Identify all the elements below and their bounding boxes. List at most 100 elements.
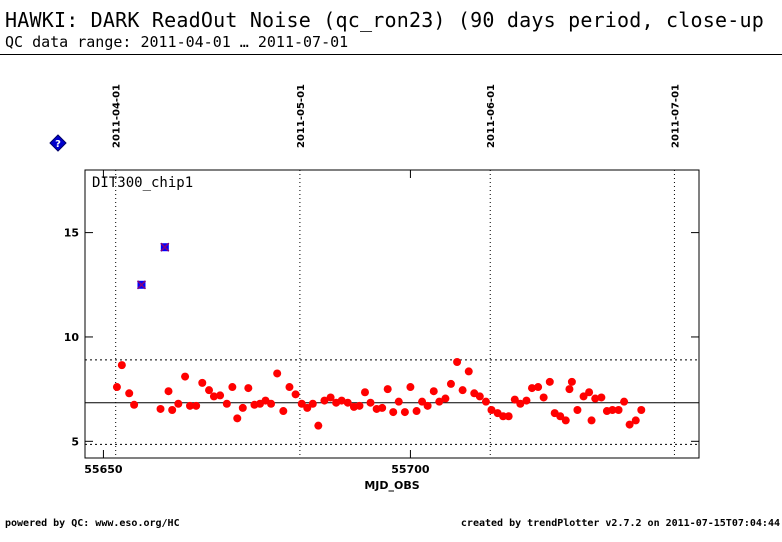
data-point (279, 407, 288, 416)
plot-frame (84, 169, 700, 459)
data-point (591, 394, 600, 403)
outlier-point (160, 242, 170, 252)
data-point (587, 416, 596, 425)
data-point (429, 387, 438, 396)
y-tick-label: 5 (71, 435, 79, 448)
data-point (174, 399, 183, 408)
data-point (585, 388, 594, 397)
data-point (527, 384, 536, 393)
data-point (181, 372, 190, 381)
data-point (308, 399, 317, 408)
data-point (164, 387, 173, 396)
data-point (637, 406, 646, 414)
x-tick-label: 55700 (391, 463, 430, 476)
data-point (614, 406, 623, 414)
data-point (394, 397, 403, 406)
data-point (285, 383, 294, 392)
data-points (112, 242, 646, 430)
data-point (423, 401, 432, 410)
data-point (130, 400, 139, 409)
data-point (360, 388, 369, 397)
data-point (156, 404, 165, 413)
data-point (453, 358, 462, 366)
data-point (534, 383, 543, 392)
data-point (112, 383, 121, 392)
data-point (228, 383, 237, 392)
data-point (326, 393, 335, 402)
data-point (406, 383, 415, 392)
data-point (475, 392, 484, 401)
data-point (625, 420, 634, 429)
data-point (303, 403, 312, 412)
data-point (355, 401, 364, 410)
data-point (291, 390, 300, 399)
data-point (320, 396, 329, 405)
data-point (192, 401, 201, 410)
help-icon[interactable]: ? (49, 134, 67, 152)
data-point (516, 399, 525, 408)
data-point (125, 389, 134, 398)
data-point (565, 385, 574, 394)
data-point (435, 397, 444, 406)
data-point (297, 399, 306, 408)
x-tick-label: 55650 (84, 463, 123, 476)
data-point (383, 385, 392, 394)
data-point (481, 397, 490, 406)
data-point (343, 398, 352, 407)
data-point (216, 391, 225, 400)
data-point (337, 396, 346, 405)
data-point (499, 412, 508, 421)
data-point (539, 393, 548, 402)
outlier-cross-b (160, 242, 170, 252)
data-point (238, 403, 247, 412)
data-point (545, 377, 554, 386)
date-marker-label: 2011-06-01 (486, 84, 497, 148)
chart-title: HAWKI: DARK ReadOut Noise (qc_ron23) (90… (5, 8, 764, 32)
date-marker-label: 2011-04-01 (112, 84, 123, 148)
data-point (205, 386, 214, 395)
data-point (314, 421, 323, 430)
data-point (412, 407, 421, 416)
data-point (185, 401, 194, 410)
data-point (366, 398, 375, 407)
qc-data-range: QC data range: 2011-04-01 … 2011-07-01 (5, 33, 349, 51)
data-point (556, 412, 565, 421)
data-point (631, 416, 640, 425)
data-point (273, 369, 282, 378)
help-icon-glyph: ? (55, 139, 61, 150)
data-point (267, 399, 276, 408)
axes: 5 10 15 55650 55700 (64, 170, 699, 476)
data-point (579, 392, 588, 401)
data-point (168, 406, 177, 414)
footer-powered-by: powered by QC: www.eso.org/HC (5, 518, 180, 529)
outlier-cross-b (136, 280, 147, 290)
data-point (400, 408, 409, 417)
data-point (117, 361, 126, 370)
footer-created-by: created by trendPlotter v2.7.2 on 2011-0… (460, 518, 780, 529)
data-point (567, 377, 576, 386)
data-point (198, 378, 207, 387)
data-point (464, 367, 473, 376)
data-point (573, 406, 582, 414)
date-marker-label: 2011-05-01 (296, 84, 307, 148)
header-divider (0, 54, 782, 55)
data-point (233, 414, 242, 423)
data-point (504, 412, 513, 421)
x-axis-title: MJD_OBS (364, 479, 419, 492)
data-point (378, 403, 387, 412)
data-point (418, 397, 427, 406)
data-point (441, 394, 450, 403)
data-point (458, 386, 467, 395)
data-point (597, 393, 606, 402)
data-point (608, 406, 617, 414)
data-point (522, 396, 531, 405)
data-point (561, 416, 570, 425)
outlier-point (136, 280, 147, 290)
data-point (446, 379, 455, 388)
panel-label: DIT300_chip1 (92, 175, 193, 191)
reference-lines (85, 359, 699, 445)
data-point (487, 406, 496, 414)
data-point (222, 399, 231, 408)
data-point (244, 384, 253, 393)
